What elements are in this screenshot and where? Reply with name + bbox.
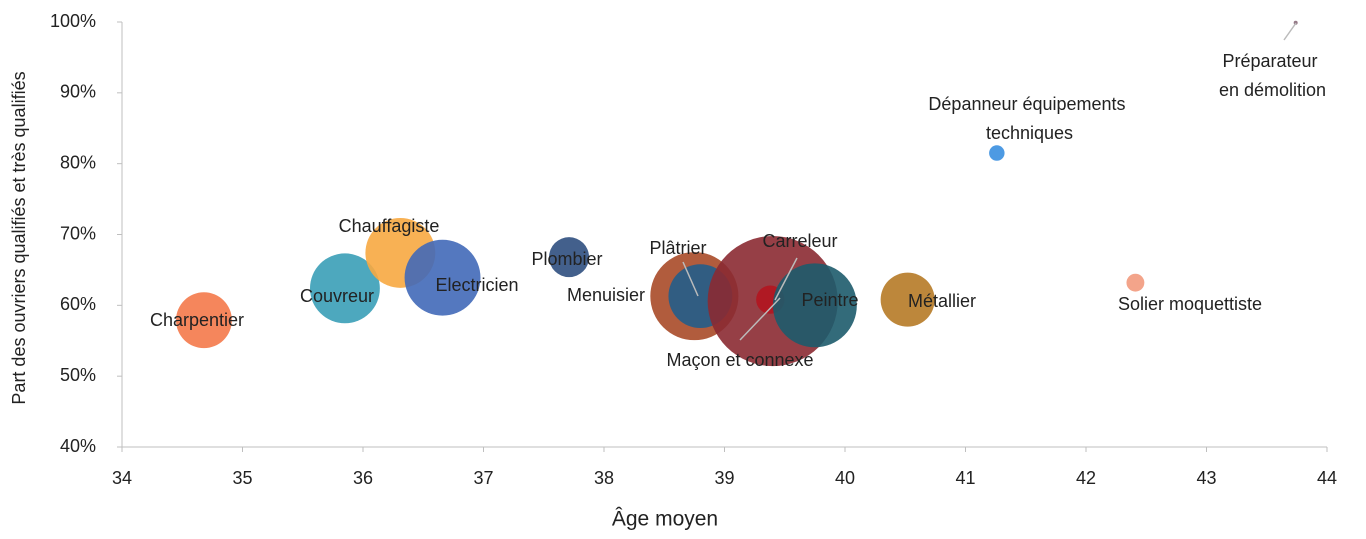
bubble-label: Plombier [531, 249, 602, 269]
bubble [309, 253, 380, 324]
leader-line [774, 257, 798, 301]
bubble-label: Maçon et connexe [666, 350, 813, 370]
x-tick-label: 35 [232, 468, 252, 488]
y-tick-label: 80% [60, 152, 96, 172]
x-tick-label: 42 [1076, 468, 1096, 488]
y-tick-label: 70% [60, 223, 96, 243]
leader-line [739, 297, 781, 341]
x-tick-label: 44 [1317, 468, 1337, 488]
bubble-label: Préparateur en démolition [1214, 51, 1326, 100]
bubble [404, 239, 481, 316]
bubble-label: Dépanneur équipements techniques [928, 94, 1125, 143]
x-tick-label: 37 [473, 468, 493, 488]
y-tick-label: 50% [60, 365, 96, 385]
bubble [176, 292, 232, 349]
bubble-label: Solier moquettiste [1118, 294, 1262, 314]
bubble [989, 145, 1005, 161]
bubble-label: Electricien [435, 275, 518, 295]
bubble-label: Charpentier [150, 310, 244, 330]
leader-line [1283, 22, 1297, 41]
leader-line [682, 261, 699, 297]
bubble-label: Couvreur [300, 286, 374, 306]
bubble-label: Carreleur [762, 231, 837, 251]
bubble-label: Métallier [908, 291, 976, 311]
x-tick-label: 41 [955, 468, 975, 488]
y-tick-label: 90% [60, 82, 96, 102]
y-tick-label: 100% [50, 11, 96, 31]
x-tick-label: 36 [353, 468, 373, 488]
y-axis-title: Part des ouvriers qualifiés et très qual… [9, 71, 29, 404]
x-tick-label: 38 [594, 468, 614, 488]
x-tick-label: 43 [1196, 468, 1216, 488]
bubble-label: Menuisier [567, 285, 645, 305]
bubble-label: Chauffagiste [339, 216, 440, 236]
y-tick-label: 40% [60, 436, 96, 456]
bubble-label: Peintre [801, 290, 858, 310]
x-tick-label: 40 [835, 468, 855, 488]
bubble [772, 263, 857, 348]
bubble [880, 272, 935, 327]
bubble [1126, 273, 1145, 292]
bubble-label: Plâtrier [649, 238, 706, 258]
bubble [549, 237, 590, 278]
x-tick-label: 39 [714, 468, 734, 488]
x-tick-label: 34 [112, 468, 132, 488]
x-axis-title: Âge moyen [612, 508, 718, 531]
y-tick-label: 60% [60, 294, 96, 314]
